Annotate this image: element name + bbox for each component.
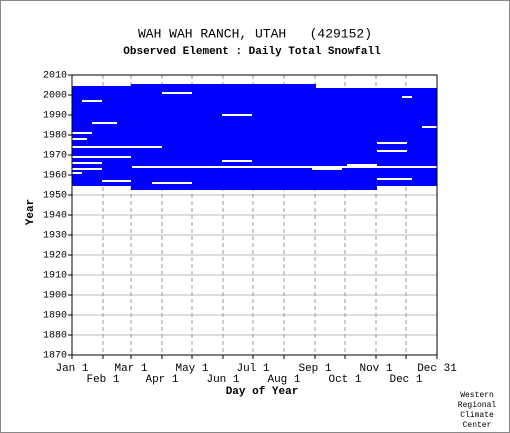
chart-subtitle: Observed Element : Daily Total Snowfall bbox=[123, 46, 381, 58]
missing-gap bbox=[377, 178, 412, 180]
missing-gap bbox=[72, 162, 102, 164]
missing-gap bbox=[222, 114, 252, 116]
data-block bbox=[316, 88, 377, 190]
y-tick-label: 1890 bbox=[43, 311, 67, 322]
missing-gap bbox=[102, 180, 131, 182]
x-tick-label: Jun 1 bbox=[206, 374, 239, 386]
plot-frame bbox=[71, 74, 438, 356]
y-tick-label: 1940 bbox=[43, 211, 67, 222]
y-tick-label: 1950 bbox=[43, 191, 67, 202]
x-tick-label: Apr 1 bbox=[145, 374, 178, 386]
y-tick-label: 2010 bbox=[43, 71, 67, 82]
y-tick-label: 1880 bbox=[43, 331, 67, 342]
y-tick-label: 1980 bbox=[43, 131, 67, 142]
missing-gap bbox=[377, 142, 407, 144]
missing-gap bbox=[92, 122, 117, 124]
missing-gap bbox=[312, 168, 342, 170]
y-tick-label: 1960 bbox=[43, 171, 67, 182]
data-block bbox=[131, 84, 316, 190]
missing-gap bbox=[162, 92, 192, 94]
missing-gap bbox=[402, 96, 412, 98]
x-tick-label: Mar 1 bbox=[114, 363, 147, 375]
x-tick-label: May 1 bbox=[175, 363, 208, 375]
x-tick-label: Oct 1 bbox=[328, 374, 361, 386]
x-tick-label: Jul 1 bbox=[236, 363, 269, 375]
missing-gap bbox=[72, 132, 92, 134]
missing-gap bbox=[347, 164, 377, 166]
x-tick-label: Aug 1 bbox=[267, 374, 300, 386]
y-tick-label: 2000 bbox=[43, 91, 67, 102]
x-tick-label: Nov 1 bbox=[359, 363, 392, 375]
missing-gap bbox=[422, 126, 437, 128]
y-tick-label: 1900 bbox=[43, 291, 67, 302]
missing-gap bbox=[72, 138, 87, 140]
x-tick-label: Feb 1 bbox=[86, 374, 119, 386]
credit-line: Regional bbox=[458, 401, 497, 410]
missing-gap bbox=[377, 150, 407, 152]
credit-line: Center bbox=[463, 421, 492, 430]
missing-gap bbox=[72, 146, 162, 148]
y-axis-label: Year bbox=[25, 199, 37, 225]
credit-line: Climate bbox=[460, 411, 494, 420]
missing-gap bbox=[72, 156, 131, 158]
chart-title: WAH WAH RANCH, UTAH (429152) bbox=[138, 26, 372, 41]
missing-gap bbox=[82, 100, 102, 102]
y-tick-label: 1970 bbox=[43, 151, 67, 162]
missing-gap bbox=[152, 182, 192, 184]
data-block bbox=[377, 88, 437, 186]
x-tick-label: Sep 1 bbox=[298, 363, 331, 375]
y-tick-label: 1930 bbox=[43, 231, 67, 242]
y-tick-label: 1990 bbox=[43, 111, 67, 122]
y-tick-label: 1870 bbox=[43, 351, 67, 362]
x-axis-label: Day of Year bbox=[226, 386, 299, 398]
missing-gap bbox=[72, 168, 102, 170]
x-tick-label: Jan 1 bbox=[55, 363, 88, 375]
y-tick-label: 1920 bbox=[43, 251, 67, 262]
credit-line: Western bbox=[460, 391, 494, 400]
y-tick-label: 1910 bbox=[43, 271, 67, 282]
x-tick-label: Dec 1 bbox=[389, 374, 422, 386]
missing-gap bbox=[222, 160, 252, 162]
missing-gap bbox=[132, 166, 437, 168]
missing-gap bbox=[72, 172, 82, 174]
x-tick-label: Dec 31 bbox=[417, 363, 457, 375]
